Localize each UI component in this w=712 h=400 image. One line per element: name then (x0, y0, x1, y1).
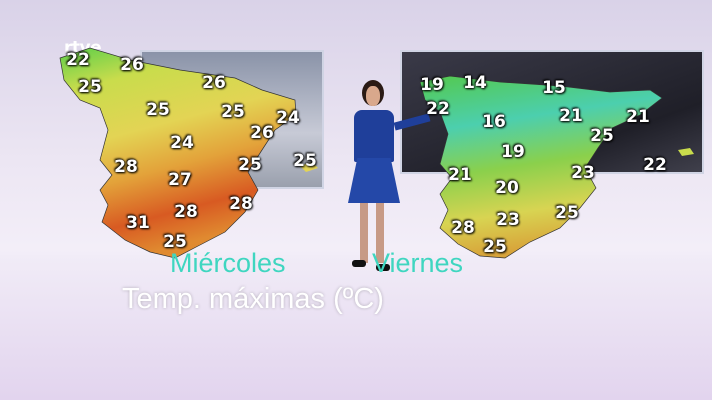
temp-label: 31 (126, 213, 150, 233)
spain-map-wednesday (59, 47, 297, 259)
temp-label: 21 (448, 165, 472, 185)
presenter (340, 80, 431, 280)
temp-label: 25 (78, 77, 102, 97)
temp-label: 25 (146, 100, 170, 120)
studio-floor (0, 255, 712, 400)
spain-map-friday (419, 75, 663, 259)
temp-label: 25 (293, 151, 317, 171)
temp-label: 25 (483, 237, 507, 257)
temp-label: 25 (555, 203, 579, 223)
temp-label: 28 (229, 194, 253, 214)
day-label-wednesday: Miércoles (170, 248, 286, 278)
temp-label: 23 (571, 163, 595, 183)
temp-label: 26 (250, 123, 274, 143)
temp-label: 28 (451, 218, 475, 238)
temp-label: 27 (168, 170, 192, 190)
temp-label: 22 (66, 50, 90, 70)
temp-label: 26 (120, 55, 144, 75)
temp-label: 25 (590, 126, 614, 146)
temp-label: 20 (495, 178, 519, 198)
temp-label: 23 (496, 210, 520, 230)
temp-label: 21 (626, 107, 650, 127)
temp-label: 25 (221, 102, 245, 122)
temp-label: 26 (202, 73, 226, 93)
temp-label: 24 (276, 108, 300, 128)
temp-label: 15 (542, 78, 566, 98)
map-title: Temp. máximas (ºC) (122, 283, 384, 315)
temp-label: 28 (174, 202, 198, 222)
temp-label: 14 (463, 73, 487, 93)
temp-label: 19 (420, 75, 444, 95)
temp-label: 25 (238, 155, 262, 175)
temp-label: 22 (643, 155, 667, 175)
day-label-friday: Viernes (372, 248, 464, 278)
temp-label: 22 (426, 99, 450, 119)
balearic-islands-wednesday (300, 162, 318, 172)
temp-label: 19 (501, 142, 525, 162)
temp-label: 21 (559, 106, 583, 126)
balearic-islands-friday (678, 148, 694, 156)
temp-label: 16 (482, 112, 506, 132)
temp-label: 24 (170, 133, 194, 153)
temp-label: 25 (163, 232, 187, 252)
temp-label: 28 (114, 157, 138, 177)
